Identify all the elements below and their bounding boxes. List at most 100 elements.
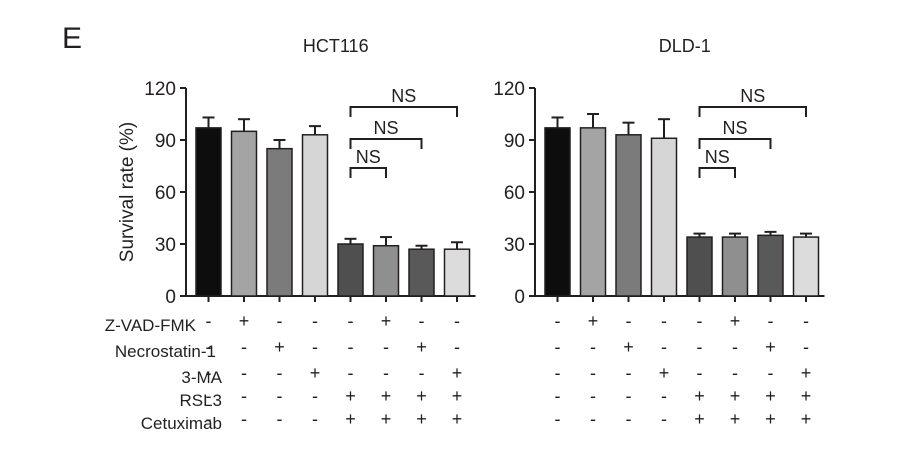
condition-plus: + bbox=[416, 409, 427, 429]
condition-plus: + bbox=[694, 386, 705, 406]
bar bbox=[686, 236, 713, 297]
significance-bracket bbox=[349, 106, 458, 117]
condition-minus: - bbox=[555, 337, 561, 357]
condition-minus: - bbox=[626, 311, 632, 331]
condition-minus: - bbox=[803, 337, 809, 357]
condition-minus: - bbox=[590, 409, 596, 429]
treatment-label-necrostatin-1: Necrostatin-1 bbox=[115, 342, 216, 361]
significance-label: NS bbox=[391, 86, 416, 106]
condition-plus: + bbox=[765, 337, 776, 357]
significance-label: NS bbox=[705, 147, 730, 167]
condition-plus: + bbox=[274, 337, 285, 357]
treatment-label-z-vad-fmk: Z-VAD-FMK bbox=[105, 316, 197, 335]
condition-minus: - bbox=[626, 386, 632, 406]
condition-minus: - bbox=[697, 337, 703, 357]
bar bbox=[757, 234, 784, 297]
condition-minus: - bbox=[626, 409, 632, 429]
condition-plus: + bbox=[659, 363, 670, 383]
y-tick-label: 90 bbox=[504, 131, 525, 152]
y-tick-label: 60 bbox=[155, 183, 176, 204]
condition-minus: - bbox=[312, 337, 318, 357]
bar bbox=[443, 248, 471, 297]
condition-minus: - bbox=[454, 337, 460, 357]
condition-minus: - bbox=[206, 386, 212, 406]
condition-minus: - bbox=[661, 311, 667, 331]
condition-plus: + bbox=[452, 409, 463, 429]
condition-minus: - bbox=[206, 409, 212, 429]
condition-minus: - bbox=[241, 409, 247, 429]
condition-minus: - bbox=[383, 337, 389, 357]
condition-plus: + bbox=[801, 386, 812, 406]
bar bbox=[301, 134, 329, 297]
condition-minus: - bbox=[590, 386, 596, 406]
treatment-row-labels: Z-VAD-FMK Necrostatin-1 3-MA RSL3 Cetuxi… bbox=[105, 316, 223, 433]
condition-minus: - bbox=[555, 311, 561, 331]
significance-bracket bbox=[349, 138, 423, 149]
condition-minus: - bbox=[312, 409, 318, 429]
condition-minus: - bbox=[590, 363, 596, 383]
significance-label: NS bbox=[356, 147, 381, 167]
condition-plus: + bbox=[416, 386, 427, 406]
bar bbox=[544, 127, 571, 297]
y-tick-label: 120 bbox=[493, 79, 525, 100]
condition-plus: + bbox=[730, 386, 741, 406]
panel-letter: E bbox=[62, 22, 82, 55]
condition-minus: - bbox=[454, 311, 460, 331]
condition-plus: + bbox=[801, 363, 812, 383]
condition-minus: - bbox=[626, 363, 632, 383]
condition-minus: - bbox=[768, 311, 774, 331]
condition-minus: - bbox=[768, 363, 774, 383]
condition-minus: - bbox=[277, 363, 283, 383]
significance-label: NS bbox=[373, 118, 398, 138]
condition-plus: + bbox=[694, 409, 705, 429]
condition-minus: - bbox=[312, 311, 318, 331]
condition-minus: - bbox=[555, 363, 561, 383]
condition-plus: + bbox=[381, 409, 392, 429]
condition-plus: + bbox=[381, 311, 392, 331]
condition-minus: - bbox=[241, 386, 247, 406]
significance-label: NS bbox=[740, 86, 765, 106]
bar bbox=[408, 248, 435, 297]
condition-plus: + bbox=[381, 386, 392, 406]
chart-title: HCT116 bbox=[303, 36, 369, 56]
treatment-label-cetuximab: Cetuximab bbox=[141, 414, 222, 433]
significance-label: NS bbox=[722, 118, 747, 138]
condition-minus: - bbox=[697, 311, 703, 331]
bar bbox=[579, 127, 607, 297]
condition-minus: - bbox=[312, 386, 318, 406]
bar bbox=[230, 130, 258, 297]
condition-minus: - bbox=[277, 386, 283, 406]
condition-minus: - bbox=[206, 337, 212, 357]
significance-bracket bbox=[698, 106, 807, 117]
chart-panel-hct116: HCT116 Survival rate (%) 0 30 60 90 120 - + - - - + -… bbox=[117, 36, 476, 429]
condition-plus: + bbox=[765, 386, 776, 406]
y-tick-label: 90 bbox=[155, 131, 176, 152]
y-axis-label: Survival rate (%) bbox=[117, 122, 138, 262]
y-tick-label: 0 bbox=[165, 287, 176, 308]
condition-minus: - bbox=[732, 363, 738, 383]
condition-plus: + bbox=[588, 311, 599, 331]
condition-minus: - bbox=[241, 363, 247, 383]
condition-minus: - bbox=[241, 337, 247, 357]
condition-minus: - bbox=[277, 409, 283, 429]
condition-plus: + bbox=[239, 311, 250, 331]
treatment-label-rsl3: RSL3 bbox=[179, 391, 222, 410]
condition-minus: - bbox=[383, 363, 389, 383]
bar bbox=[195, 127, 222, 297]
condition-plus: + bbox=[730, 409, 741, 429]
condition-plus: + bbox=[452, 363, 463, 383]
y-tick-label: 30 bbox=[155, 235, 176, 256]
condition-minus: - bbox=[206, 363, 212, 383]
condition-plus: + bbox=[416, 337, 427, 357]
condition-plus: + bbox=[730, 311, 741, 331]
significance-bracket bbox=[698, 138, 772, 149]
condition-minus: - bbox=[206, 311, 212, 331]
condition-minus: - bbox=[419, 363, 425, 383]
condition-minus: - bbox=[555, 386, 561, 406]
condition-minus: - bbox=[732, 337, 738, 357]
y-tick-label: 0 bbox=[514, 287, 525, 308]
bar bbox=[792, 236, 820, 297]
y-tick-label: 30 bbox=[504, 235, 525, 256]
condition-minus: - bbox=[348, 363, 354, 383]
condition-minus: - bbox=[697, 363, 703, 383]
